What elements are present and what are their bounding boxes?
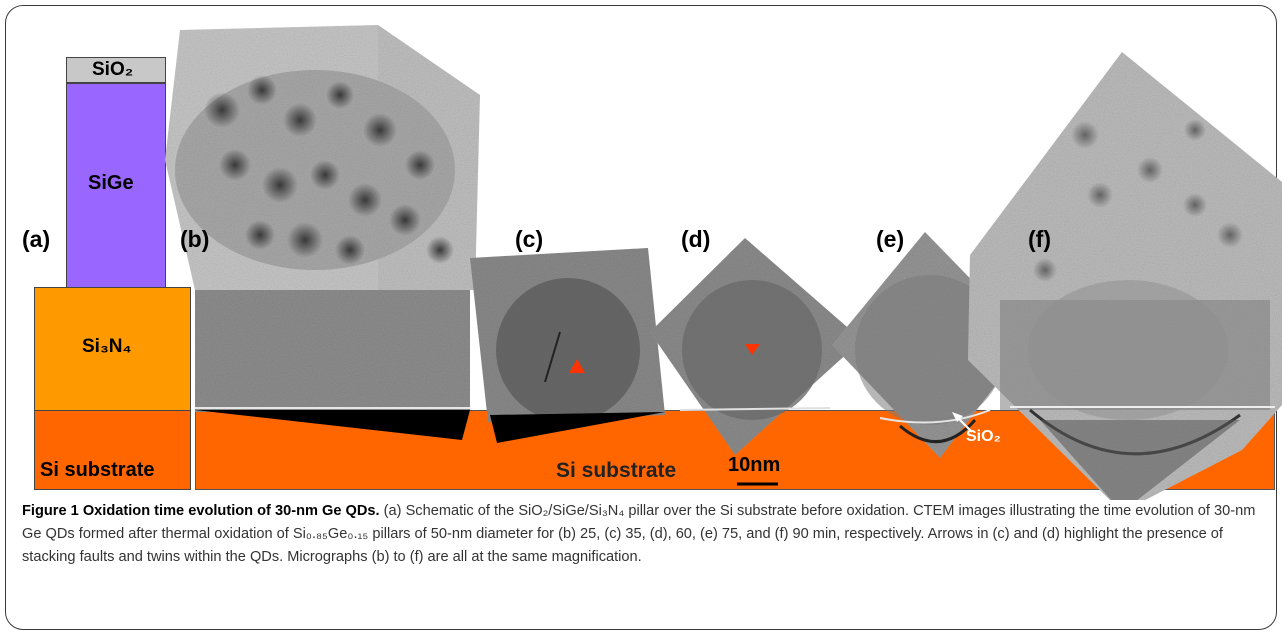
interface-shadow-b: [195, 410, 470, 440]
micrograph-b: [165, 25, 480, 412]
si3n4-layer: [34, 287, 191, 411]
si3n4-label: Si₃N₄: [82, 336, 132, 357]
panel-label-d: (d): [681, 226, 711, 252]
panel-label-a: (a): [22, 226, 51, 252]
substrate-strip-label: Si substrate: [556, 459, 677, 482]
stacking-fault-arrow-d: [745, 344, 760, 355]
panel-label-c: (c): [515, 226, 544, 252]
sio2-arrow-label: SiO₂: [966, 428, 1001, 445]
scale-bar-label: 10nm: [728, 454, 781, 476]
figure-caption: Figure 1 Oxidation time evolution of 30-…: [22, 500, 1262, 569]
substrate-schematic-label: Si substrate: [40, 459, 155, 481]
caption-text: (a) Schematic of the SiO₂/SiGe/Si₃N₄ pil…: [22, 503, 1256, 565]
quantum-dots-f: [1033, 119, 1243, 282]
panel-label-b: (b): [180, 226, 210, 252]
sio2-cap-label: SiO₂: [92, 59, 134, 80]
panel-label-f: (f): [1028, 226, 1051, 252]
sige-label: SiGe: [88, 172, 134, 194]
substrate-schematic: [34, 410, 191, 490]
panel-label-e: (e): [876, 226, 905, 252]
micrograph-area: [165, 25, 1282, 500]
caption-title: Figure 1 Oxidation time evolution of 30-…: [22, 503, 380, 519]
sio2-cap-layer: [66, 57, 166, 83]
stacking-fault-arrow-c: [569, 359, 585, 373]
quantum-dots-b: [204, 75, 454, 265]
